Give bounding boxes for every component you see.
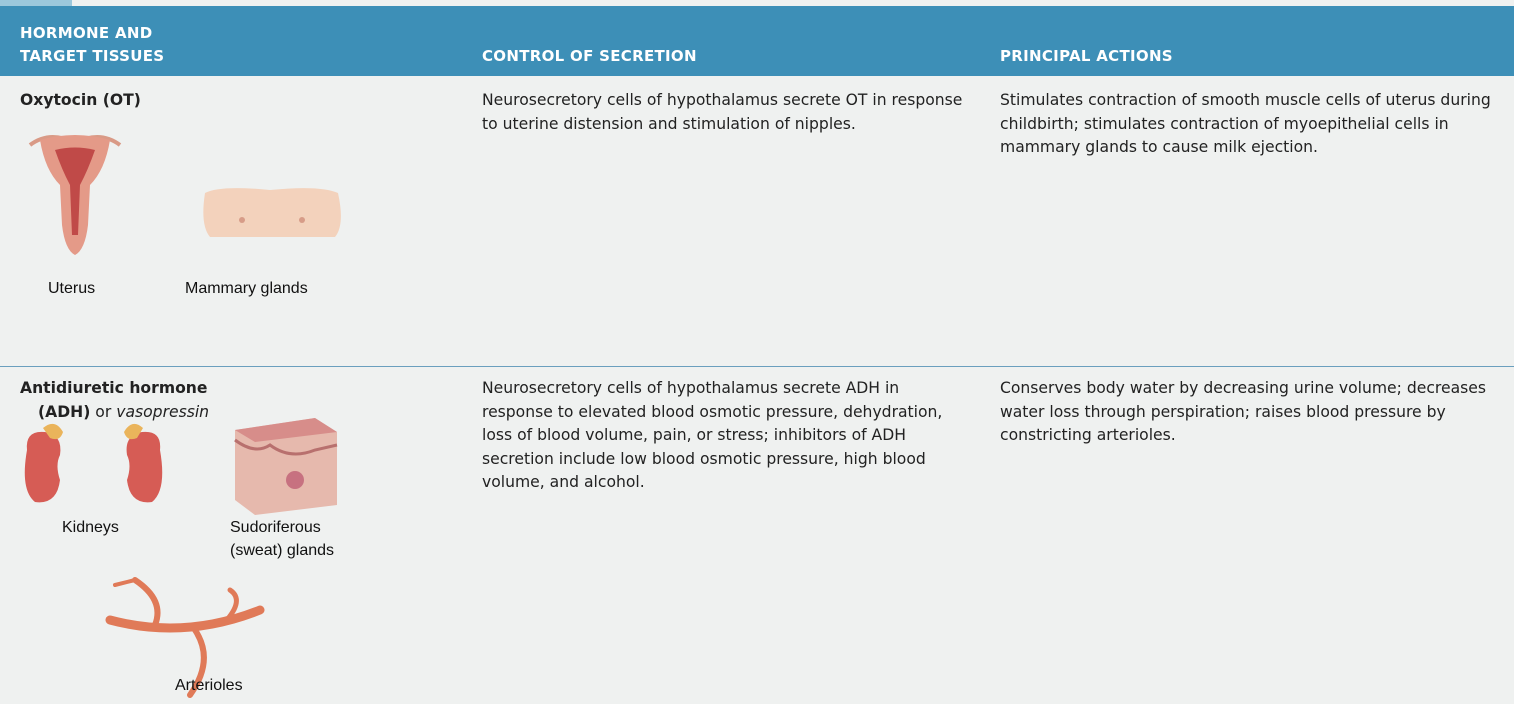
hormone-alias: (ADH) or vasopressin [38,401,209,425]
skin-icon [234,418,338,515]
tissue-label: Mammary glands [185,280,308,297]
row-separator [0,366,1514,367]
tissue-label: Kidneys [62,519,119,536]
actions-text: Conserves body water by decreasing urine… [1000,379,1486,444]
hormone-name: Antidiuretic hormone [20,379,208,397]
column-header: CONTROL OF SECRETION [482,47,697,65]
control-text: Neurosecretory cells of hypothalamus sec… [482,91,963,133]
column-header: HORMONE AND TARGET TISSUES [20,24,165,65]
uterus-icon [28,135,122,255]
alternate-name: vasopressin [116,403,210,421]
connector: or [95,403,112,421]
tissue-illustrations [24,418,338,698]
arterioles-icon [105,577,265,698]
hormone-abbreviation: (ADH) [38,403,91,421]
tissue-label: Uterus [48,280,96,297]
table-header [0,6,1514,76]
header-tab [0,0,72,6]
actions-text: Stimulates contraction of smooth muscle … [1000,91,1491,156]
kidneys-icon [24,423,163,503]
mammary-icon [203,188,341,237]
tissue-label: Arterioles [175,677,243,694]
column-header: PRINCIPAL ACTIONS [1000,47,1173,65]
tissue-label: Sudoriferous (sweat) glands [230,519,335,559]
tissue-illustrations [28,135,341,255]
hormone-name: Oxytocin (OT) [20,91,141,109]
control-text: Neurosecretory cells of hypothalamus sec… [482,379,943,491]
